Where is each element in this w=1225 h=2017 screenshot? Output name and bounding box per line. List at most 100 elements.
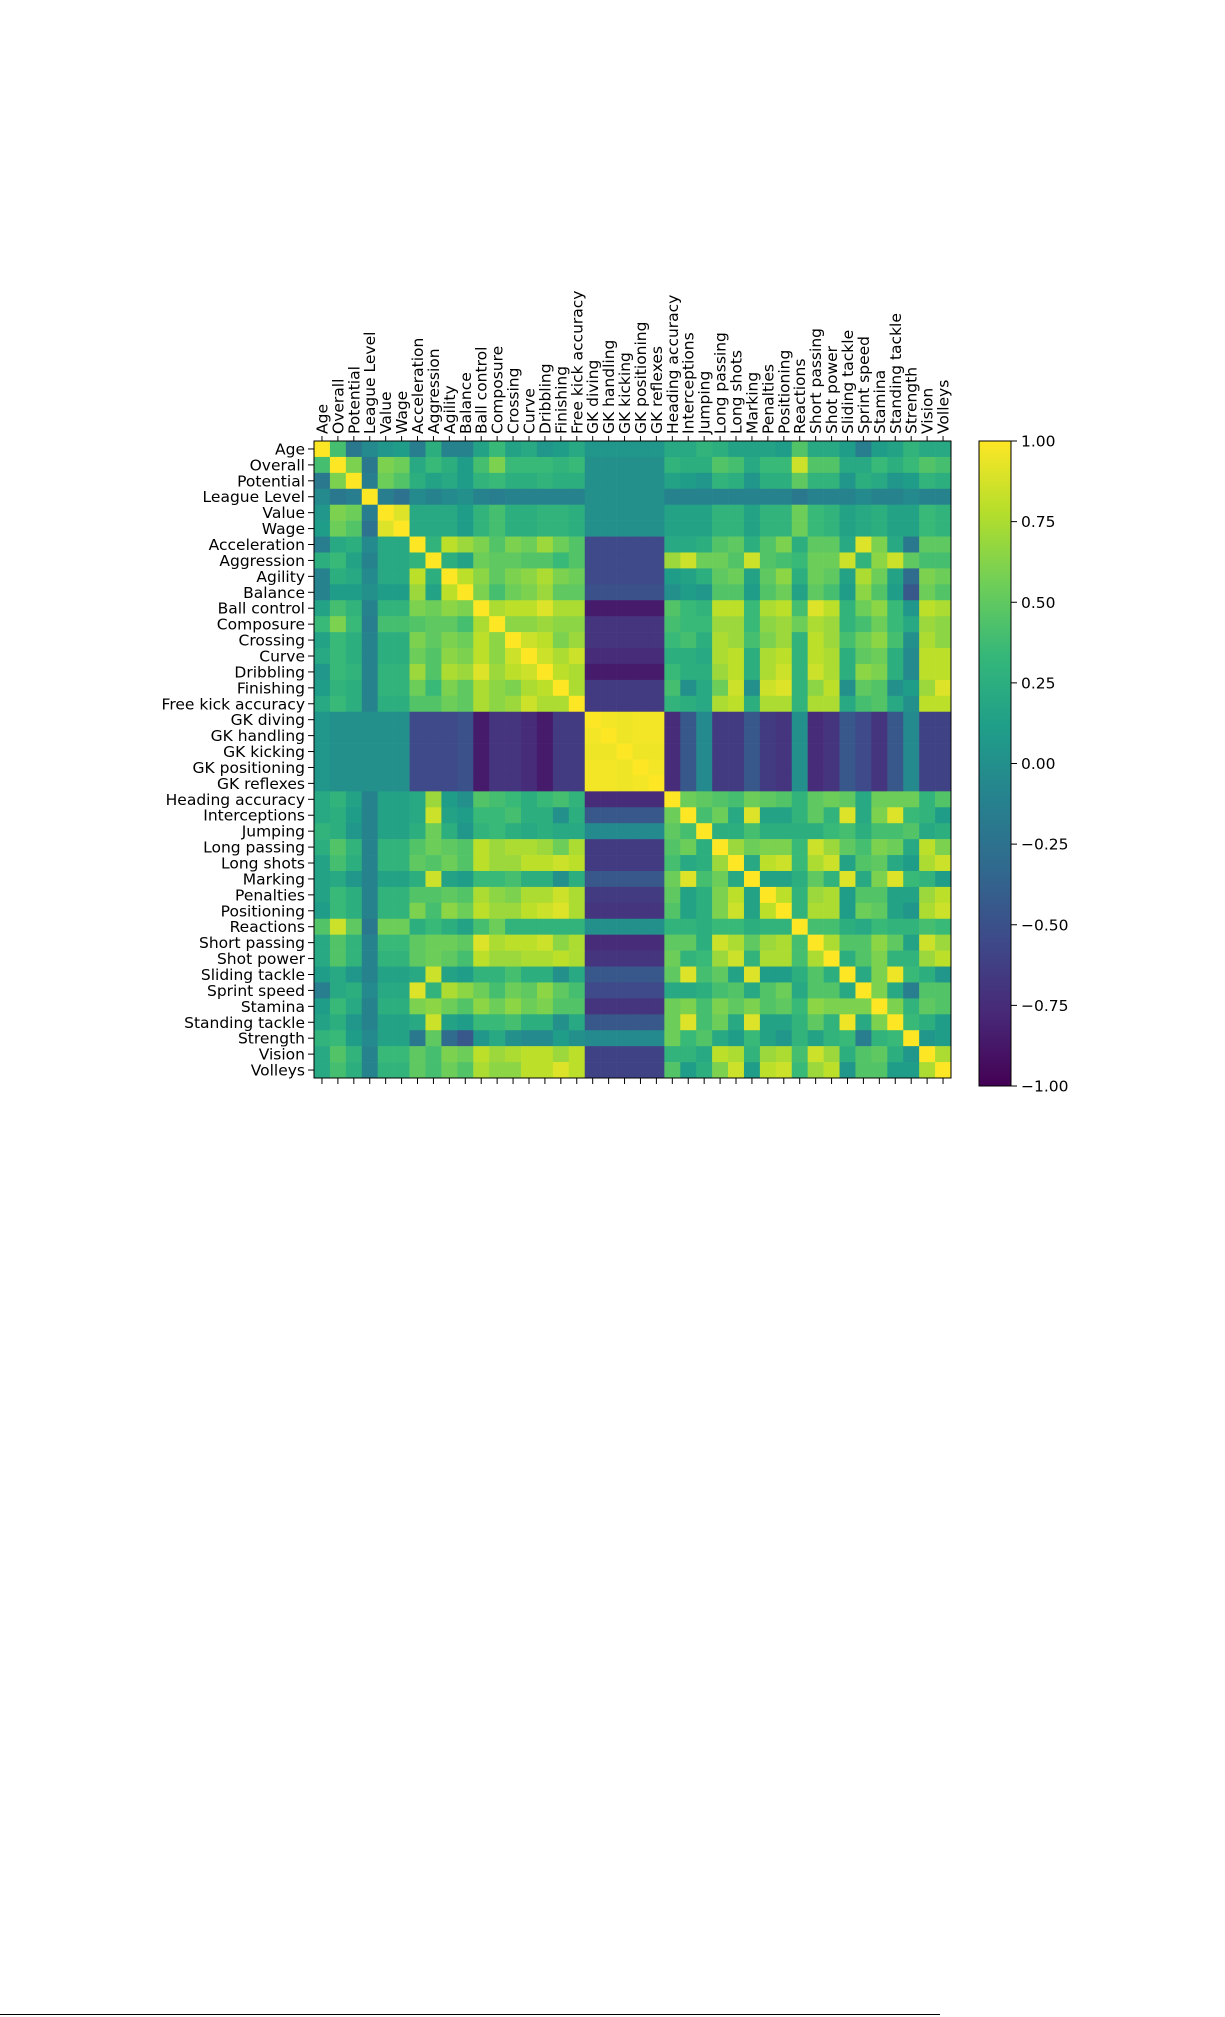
heatmap-cell <box>775 663 793 681</box>
heatmap-cell <box>329 663 347 681</box>
heatmap-cell <box>345 456 363 474</box>
heatmap-cell <box>505 488 522 505</box>
heatmap-cell <box>425 982 442 999</box>
heatmap-cell <box>473 966 490 983</box>
heatmap-cell <box>600 695 617 713</box>
heatmap-cell <box>473 1062 490 1079</box>
heatmap-cell <box>648 648 665 665</box>
heatmap-cell <box>361 472 378 490</box>
heatmap-cell <box>584 456 601 474</box>
heatmap-cell <box>696 1062 713 1079</box>
x-tick-label: Ball control <box>473 347 491 434</box>
heatmap-cell <box>759 982 777 999</box>
heatmap-cell <box>457 759 474 776</box>
heatmap-cell <box>823 616 840 633</box>
heatmap-cell <box>839 504 856 521</box>
heatmap-cell <box>791 632 808 649</box>
heatmap-cell <box>584 600 601 617</box>
heatmap-cell <box>361 504 378 521</box>
heatmap-cell <box>536 759 554 776</box>
heatmap-cell <box>903 1014 920 1031</box>
heatmap-cell <box>521 886 538 904</box>
heatmap-cell <box>457 902 474 920</box>
heatmap-cell <box>775 743 793 760</box>
heatmap-cell <box>871 488 888 505</box>
heatmap-cell <box>393 679 410 697</box>
heatmap-cell <box>648 568 665 585</box>
heatmap-cell <box>648 456 665 474</box>
heatmap-cell <box>632 441 649 458</box>
heatmap-cell <box>871 600 888 617</box>
heatmap-cell <box>393 727 410 744</box>
heatmap-cell <box>377 584 394 601</box>
heatmap-cell <box>680 504 697 521</box>
heatmap-cell <box>489 632 506 649</box>
heatmap-cell <box>600 870 617 888</box>
heatmap-cell <box>680 1046 697 1063</box>
heatmap-cell <box>568 886 586 904</box>
heatmap-cell <box>648 488 665 505</box>
heatmap-cell <box>775 472 793 490</box>
heatmap-cell <box>887 488 904 505</box>
heatmap-cell <box>664 695 681 713</box>
heatmap-cell <box>712 839 729 856</box>
heatmap-cell <box>393 743 410 760</box>
heatmap-cell <box>775 488 793 505</box>
heatmap-cell <box>696 902 713 920</box>
heatmap-cell <box>839 839 856 856</box>
y-tick-label: Standing tackle <box>184 1014 305 1032</box>
heatmap-cell <box>473 870 490 888</box>
heatmap-cell <box>377 472 394 490</box>
heatmap-cell <box>664 679 681 697</box>
heatmap-cell <box>696 918 713 935</box>
heatmap-cell <box>457 775 474 792</box>
heatmap-cell <box>329 918 347 935</box>
heatmap-cell <box>329 504 347 521</box>
heatmap-cell <box>409 1062 426 1079</box>
heatmap-cell <box>314 886 331 904</box>
heatmap-cell <box>728 743 745 760</box>
heatmap-cell <box>393 982 410 999</box>
heatmap-cell <box>314 441 331 458</box>
heatmap-cell <box>600 966 617 983</box>
heatmap-cell <box>823 520 840 537</box>
heatmap-cell <box>473 536 490 553</box>
heatmap-cell <box>759 998 777 1015</box>
heatmap-cell <box>361 1030 378 1047</box>
heatmap-cell <box>377 488 394 505</box>
heatmap-cell <box>457 791 474 808</box>
heatmap-cell <box>887 855 904 872</box>
heatmap-cell <box>536 1062 554 1079</box>
heatmap-cell <box>600 711 617 728</box>
x-tick-label: GK kicking <box>616 352 634 434</box>
heatmap-cell <box>759 791 777 808</box>
heatmap-cell <box>680 679 697 697</box>
heatmap-cell <box>584 616 601 633</box>
heatmap-cell <box>536 823 554 840</box>
heatmap-cell <box>425 504 442 521</box>
heatmap-cell <box>314 759 331 776</box>
heatmap-cell <box>489 1046 506 1063</box>
heatmap-cell <box>584 536 601 553</box>
heatmap-cell <box>441 648 458 665</box>
heatmap-cell <box>839 1046 856 1063</box>
heatmap-cell <box>759 966 777 983</box>
heatmap-cell <box>919 616 936 633</box>
heatmap-cell <box>823 759 840 776</box>
heatmap-cell <box>489 870 506 888</box>
heatmap-cell <box>680 982 697 999</box>
heatmap-cell <box>696 823 713 840</box>
heatmap-cell <box>521 839 538 856</box>
heatmap-cell <box>377 775 394 792</box>
heatmap-cell <box>743 870 761 888</box>
heatmap-cell <box>728 616 745 633</box>
heatmap-cell <box>903 441 920 458</box>
heatmap-cell <box>568 759 586 776</box>
heatmap-cell <box>584 950 601 967</box>
heatmap-cell <box>584 870 601 888</box>
page-bottom-rule <box>0 2014 940 2015</box>
heatmap-cell <box>728 918 745 935</box>
heatmap-cell <box>584 520 601 537</box>
y-tick-label: GK diving <box>231 711 305 729</box>
